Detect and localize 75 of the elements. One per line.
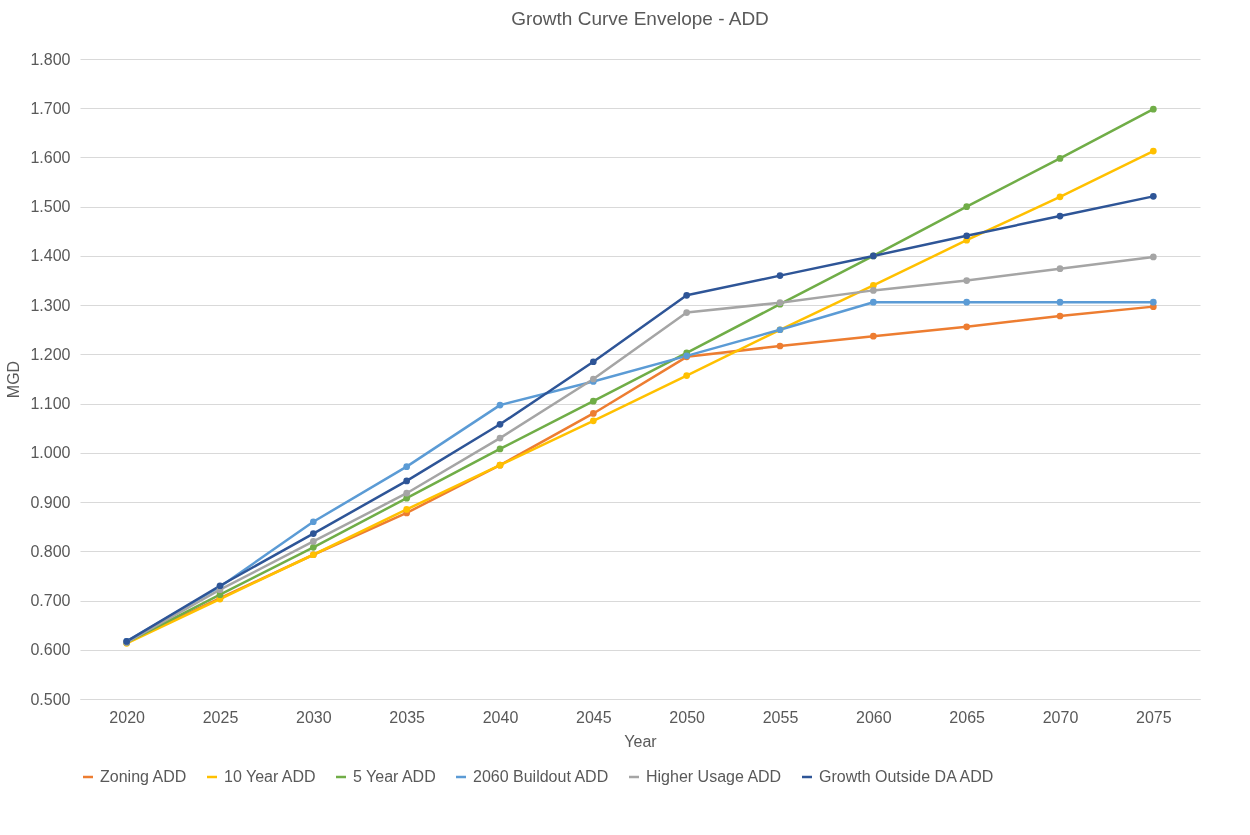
y-tick-label: 1.500 bbox=[30, 198, 71, 216]
point bbox=[683, 309, 691, 316]
x-tick-label: 2030 bbox=[296, 708, 332, 726]
x-tick-label: 2045 bbox=[576, 708, 612, 726]
point bbox=[963, 323, 971, 331]
point bbox=[589, 358, 597, 366]
point bbox=[403, 477, 411, 485]
y-tick-label: 0.500 bbox=[30, 690, 71, 708]
y-tick-label: 0.900 bbox=[30, 493, 71, 511]
point bbox=[1056, 265, 1064, 273]
point bbox=[1056, 155, 1064, 162]
point bbox=[1056, 298, 1064, 306]
y-tick-label: 1.300 bbox=[30, 296, 71, 314]
point bbox=[869, 287, 877, 294]
y-axis-title: MGD bbox=[5, 360, 23, 399]
x-tick-label: 2035 bbox=[389, 708, 426, 726]
legend-label: Growth Outside DA ADD bbox=[819, 768, 994, 785]
point bbox=[869, 298, 877, 306]
point bbox=[589, 410, 597, 417]
point bbox=[1056, 312, 1064, 320]
point bbox=[963, 298, 971, 306]
x-axis-title: Year bbox=[624, 732, 658, 750]
point bbox=[496, 401, 504, 409]
y-tick-label: 1.100 bbox=[30, 395, 71, 413]
x-tick-label: 2065 bbox=[949, 708, 986, 726]
y-tick-label: 0.700 bbox=[30, 592, 71, 610]
point bbox=[309, 530, 317, 537]
x-tick-label: 2070 bbox=[1042, 708, 1079, 726]
point bbox=[309, 538, 317, 545]
point bbox=[683, 291, 691, 299]
point bbox=[963, 232, 971, 240]
y-tick-label: 0.800 bbox=[30, 542, 71, 560]
point bbox=[496, 445, 504, 453]
point bbox=[403, 506, 411, 513]
legend-label: Higher Usage ADD bbox=[646, 768, 782, 785]
x-tick-label: 2055 bbox=[762, 708, 799, 726]
x-tick-label: 2060 bbox=[856, 708, 892, 726]
point bbox=[776, 272, 784, 279]
x-tick-label: 2040 bbox=[482, 708, 519, 726]
y-tick-label: 1.400 bbox=[30, 247, 71, 265]
point bbox=[1149, 298, 1157, 306]
point bbox=[1056, 193, 1064, 201]
y-tick-label: 0.600 bbox=[30, 641, 71, 659]
point bbox=[1149, 147, 1157, 155]
point bbox=[589, 397, 597, 405]
chart-title: Growth Curve Envelope - ADD bbox=[511, 8, 769, 29]
point bbox=[403, 489, 411, 497]
x-tick-label: 2025 bbox=[202, 708, 239, 726]
point bbox=[869, 332, 877, 340]
x-tick-label: 2075 bbox=[1136, 708, 1172, 726]
y-tick-label: 1.200 bbox=[30, 345, 71, 363]
point bbox=[776, 342, 784, 350]
point bbox=[1149, 105, 1157, 113]
point bbox=[1149, 193, 1157, 200]
x-tick-label: 2050 bbox=[669, 708, 706, 726]
point bbox=[496, 434, 504, 442]
y-tick-label: 1.600 bbox=[30, 148, 71, 166]
legend-label: 5 Year ADD bbox=[353, 768, 436, 785]
point bbox=[403, 463, 411, 470]
point bbox=[1149, 253, 1157, 261]
point bbox=[309, 518, 317, 526]
y-tick-label: 1.800 bbox=[30, 50, 71, 68]
legend-label: 10 Year ADD bbox=[224, 768, 316, 785]
legend-label: 2060 Buildout ADD bbox=[473, 768, 609, 785]
y-tick-label: 1.700 bbox=[30, 99, 71, 117]
legend-label: Zoning ADD bbox=[100, 768, 187, 785]
point bbox=[963, 203, 971, 211]
point bbox=[496, 420, 504, 428]
point bbox=[309, 544, 317, 551]
y-tick-label: 1.000 bbox=[30, 444, 71, 462]
point bbox=[683, 372, 691, 379]
point bbox=[589, 417, 597, 425]
point bbox=[1056, 212, 1064, 220]
x-tick-label: 2020 bbox=[109, 708, 146, 726]
point bbox=[963, 277, 971, 284]
